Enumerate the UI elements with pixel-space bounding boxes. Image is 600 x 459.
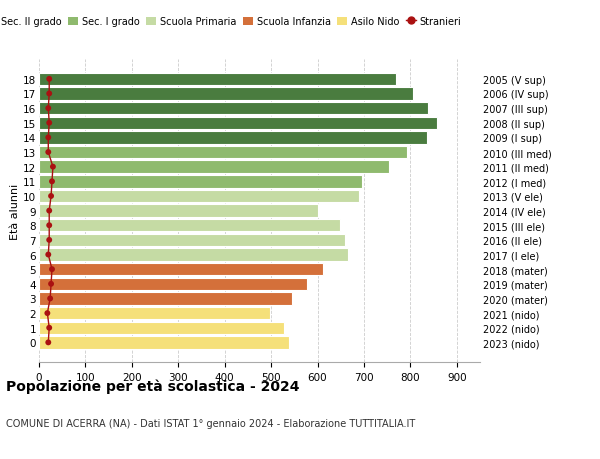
Bar <box>39 88 413 101</box>
Point <box>44 76 54 84</box>
Bar <box>39 307 270 319</box>
Point <box>47 178 57 185</box>
Point <box>43 134 53 142</box>
Point <box>44 325 54 332</box>
Bar <box>39 190 359 203</box>
Bar <box>39 176 362 188</box>
Bar <box>39 161 389 174</box>
Bar <box>39 336 289 349</box>
Point <box>48 164 58 171</box>
Bar <box>39 249 348 261</box>
Point <box>44 120 54 127</box>
Point <box>43 251 53 258</box>
Text: Popolazione per età scolastica - 2024: Popolazione per età scolastica - 2024 <box>6 379 299 393</box>
Point <box>44 207 54 215</box>
Point <box>46 295 55 302</box>
Bar <box>39 205 317 218</box>
Bar <box>39 117 437 130</box>
Point <box>47 266 57 273</box>
Bar <box>39 263 323 276</box>
Point <box>46 193 56 200</box>
Point <box>43 310 52 317</box>
Bar <box>39 103 428 115</box>
Point <box>43 149 53 157</box>
Bar <box>39 292 292 305</box>
Y-axis label: Età alunni: Età alunni <box>10 183 20 239</box>
Bar <box>39 73 397 86</box>
Text: COMUNE DI ACERRA (NA) - Dati ISTAT 1° gennaio 2024 - Elaborazione TUTTITALIA.IT: COMUNE DI ACERRA (NA) - Dati ISTAT 1° ge… <box>6 418 415 428</box>
Point <box>44 90 54 98</box>
Bar <box>39 219 340 232</box>
Point <box>46 280 56 288</box>
Point <box>44 222 54 230</box>
Bar <box>39 146 407 159</box>
Legend: Sec. II grado, Sec. I grado, Scuola Primaria, Scuola Infanzia, Asilo Nido, Stran: Sec. II grado, Sec. I grado, Scuola Prim… <box>0 13 466 31</box>
Point <box>43 339 53 346</box>
Bar <box>39 322 284 334</box>
Point <box>44 237 54 244</box>
Bar <box>39 278 307 291</box>
Bar <box>39 132 427 144</box>
Point <box>43 105 53 112</box>
Bar <box>39 234 346 246</box>
